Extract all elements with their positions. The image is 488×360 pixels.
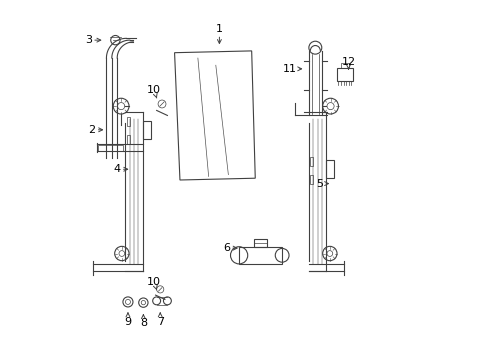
Text: 2: 2 [88, 125, 102, 135]
Text: 5: 5 [316, 179, 328, 189]
Bar [310, 175, 313, 184]
Bar [142, 121, 150, 139]
Bar [239, 247, 282, 264]
Text: 11: 11 [282, 64, 301, 74]
Text: 12: 12 [341, 57, 355, 69]
Bar [126, 117, 129, 126]
Text: 3: 3 [85, 35, 101, 45]
Bar [98, 145, 122, 150]
Text: 8: 8 [140, 315, 146, 328]
Text: 1: 1 [216, 24, 223, 44]
Text: 7: 7 [156, 313, 163, 327]
Text: 4: 4 [113, 164, 127, 174]
Bar [126, 135, 129, 144]
Text: 9: 9 [124, 313, 131, 327]
Text: 10: 10 [147, 85, 161, 98]
Bar [310, 157, 313, 166]
Bar [340, 63, 348, 68]
Bar [254, 239, 266, 247]
Bar [325, 160, 333, 178]
Bar [336, 68, 352, 81]
Text: 10: 10 [147, 277, 161, 290]
Text: 6: 6 [223, 243, 237, 253]
